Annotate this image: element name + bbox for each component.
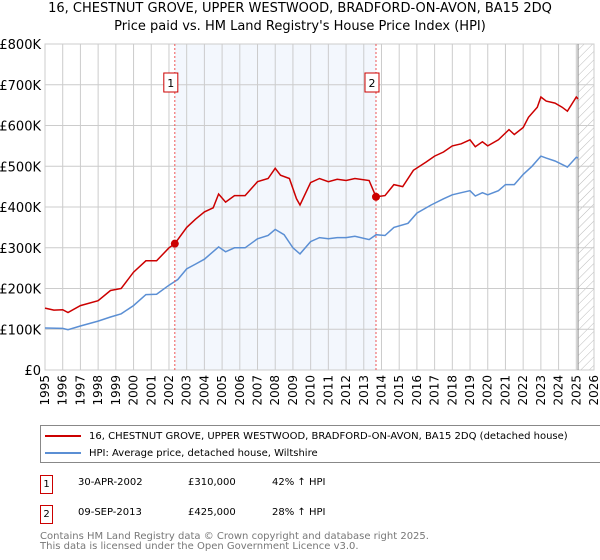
series-line: [44, 95, 579, 314]
x-tick-label: 2022: [516, 375, 530, 406]
x-tick-label: 2003: [180, 375, 194, 406]
legend-label: 16, CHESTNUT GROVE, UPPER WESTWOOD, BRAD…: [89, 430, 568, 442]
transaction-hpi: 42% ↑ HPI: [272, 477, 326, 488]
y-tick-label: £400K: [0, 201, 41, 216]
transaction-number: 1: [40, 475, 53, 494]
plot-border: [44, 43, 595, 371]
y-tick-label: £600K: [0, 120, 41, 135]
x-tick-label: 2024: [552, 375, 566, 406]
sale-marker-box: [364, 72, 380, 93]
transaction-date: 30-APR-2002: [78, 477, 143, 488]
x-tick-label: 2021: [498, 375, 512, 406]
x-tick-label: 2012: [339, 375, 353, 406]
y-tick-label: £0: [24, 364, 41, 379]
x-tick-label: 2005: [215, 375, 229, 406]
x-tick-label: 2016: [410, 375, 424, 406]
blue-line-swatch: [45, 452, 81, 454]
footer-licence: This data is licensed under the Open Gov…: [40, 541, 359, 552]
x-tick-label: 1998: [91, 375, 105, 406]
x-tick-label: 2001: [144, 375, 158, 406]
sale-point: [170, 239, 179, 248]
y-tick-label: £700K: [0, 79, 41, 94]
legend: 16, CHESTNUT GROVE, UPPER WESTWOOD, BRAD…: [40, 425, 600, 463]
x-tick-label: 2010: [304, 375, 318, 406]
transaction-hpi: 28% ↑ HPI: [272, 507, 326, 518]
price-chart: 1 2 £0 £100K £200K £300K £400K £500K £600K £700K £…: [0, 38, 600, 406]
x-tick-label: 2009: [286, 375, 300, 406]
sale-point: [371, 192, 380, 201]
sale-marker-label: 2: [368, 77, 375, 90]
transaction-number: 2: [40, 505, 53, 524]
x-tick-label: 2018: [445, 375, 459, 406]
footer-copyright: Contains HM Land Registry data © Crown c…: [40, 531, 429, 542]
x-tick-label: 2013: [357, 375, 371, 406]
x-tick-label: 2000: [127, 375, 141, 406]
x-tick-label: 2025: [569, 375, 583, 406]
series-line: [44, 155, 579, 331]
x-tick-label: 2026: [587, 375, 600, 406]
x-tick-label: 2019: [463, 375, 477, 406]
x-tick-label: 2007: [251, 375, 265, 406]
transaction-date: 09-SEP-2013: [78, 507, 142, 518]
chart-title: 16, CHESTNUT GROVE, UPPER WESTWOOD, BRAD…: [48, 1, 552, 16]
transaction-price: £310,000: [188, 477, 236, 488]
y-tick-label: £500K: [0, 160, 41, 175]
legend-item-property: 16, CHESTNUT GROVE, UPPER WESTWOOD, BRAD…: [45, 429, 568, 443]
x-tick-label: 2015: [392, 375, 406, 406]
sale-marker-box: [163, 72, 179, 93]
x-tick-label: 2011: [321, 375, 335, 406]
y-tick-label: £300K: [0, 242, 41, 257]
y-tick-label: £100K: [0, 323, 41, 338]
x-tick-label: 2008: [268, 375, 282, 406]
x-tick-label: 1996: [56, 375, 70, 406]
y-tick-label: £800K: [0, 38, 41, 53]
legend-item-hpi: HPI: Average price, detached house, Wilt…: [45, 446, 318, 460]
x-tick-label: 1999: [109, 375, 123, 406]
x-tick-label: 2017: [428, 375, 442, 406]
sale-marker-label: 1: [167, 77, 174, 90]
legend-label: HPI: Average price, detached house, Wilt…: [89, 447, 318, 459]
x-tick-label: 2004: [197, 375, 211, 406]
y-tick-label: £200K: [0, 283, 41, 298]
red-line-swatch: [45, 435, 81, 437]
chart-subtitle: Price paid vs. HM Land Registry's House …: [114, 19, 486, 34]
x-tick-label: 2006: [233, 375, 247, 406]
x-tick-label: 2020: [481, 375, 495, 406]
x-tick-label: 1997: [73, 375, 87, 406]
x-tick-label: 2002: [162, 375, 176, 406]
transaction-price: £425,000: [188, 507, 236, 518]
x-tick-label: 2014: [374, 375, 388, 406]
x-tick-label: 1995: [38, 375, 52, 406]
x-tick-label: 2023: [534, 375, 548, 406]
